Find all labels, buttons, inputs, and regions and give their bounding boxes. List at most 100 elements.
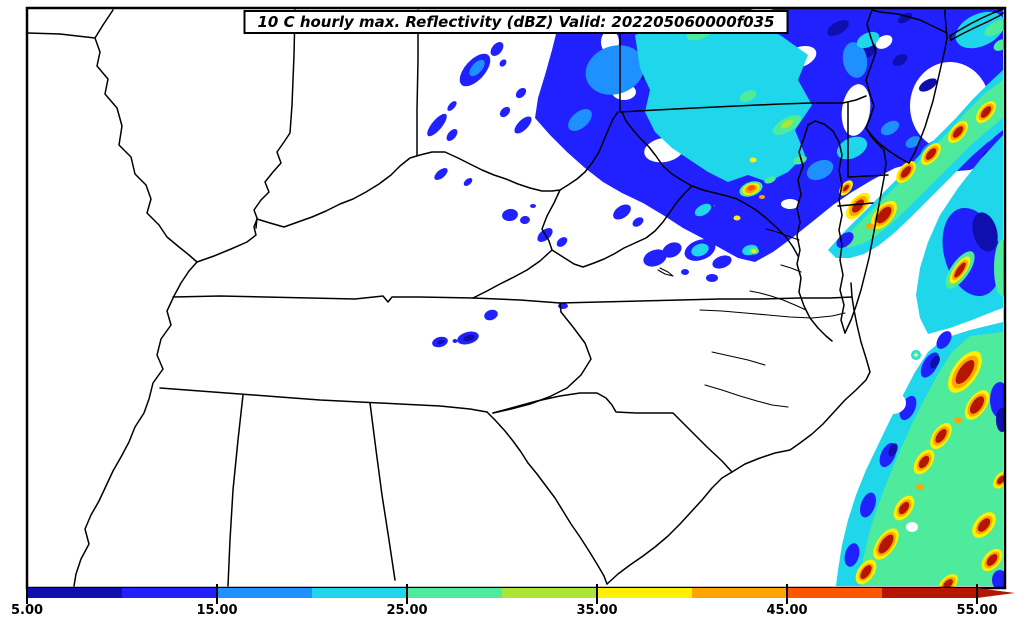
precip-blob bbox=[897, 12, 913, 24]
precip-blob bbox=[875, 35, 893, 49]
precip-blob bbox=[585, 45, 645, 95]
precip-blob bbox=[806, 159, 834, 181]
boundary-line bbox=[416, 9, 419, 156]
plot-title: 10 C hourly max. Reflectivity (dBZ) Vali… bbox=[243, 10, 789, 34]
boundary-line bbox=[606, 471, 733, 585]
precip-blob bbox=[954, 417, 962, 423]
precip-blob bbox=[843, 184, 849, 192]
colorbar-overflow-arrow bbox=[977, 588, 1015, 598]
boundary-line bbox=[621, 111, 693, 187]
precip-blob bbox=[469, 59, 485, 77]
boundary-line bbox=[871, 9, 948, 34]
colorbar-segment-45-50dBZ bbox=[787, 588, 882, 598]
colorbar-tick bbox=[406, 584, 408, 604]
precip-blob bbox=[992, 570, 1004, 587]
precip-blob bbox=[446, 129, 458, 141]
precip-blob bbox=[520, 215, 530, 225]
precip-blob bbox=[827, 20, 849, 36]
precip-blob bbox=[759, 195, 765, 199]
precip-blob bbox=[984, 19, 1004, 37]
precip-blob bbox=[955, 360, 975, 384]
precip-blob bbox=[900, 166, 912, 178]
precip-blob bbox=[751, 249, 757, 253]
colorbar bbox=[27, 588, 977, 598]
boundary-line bbox=[780, 264, 802, 273]
precip-blob bbox=[694, 203, 712, 217]
boundary-line bbox=[908, 37, 948, 164]
precip-blob bbox=[484, 309, 498, 321]
boundary-line bbox=[837, 202, 874, 207]
precip-blob bbox=[880, 120, 900, 136]
boundary-line bbox=[551, 185, 693, 268]
boundary-line bbox=[159, 387, 488, 413]
precip-blob bbox=[733, 215, 741, 221]
colorbar-segment-25-30dBZ bbox=[407, 588, 502, 598]
colorbar-segment-40-45dBZ bbox=[692, 588, 787, 598]
precip-blob bbox=[706, 274, 718, 282]
precipitation-layer bbox=[427, 9, 1004, 587]
boundary-line bbox=[492, 311, 592, 414]
colorbar-tick-label: 35.00 bbox=[576, 603, 618, 618]
precip-blob bbox=[747, 185, 755, 191]
precip-blob bbox=[568, 109, 592, 131]
precip-blob bbox=[936, 331, 952, 349]
precip-blob bbox=[986, 554, 998, 566]
boundary-line bbox=[657, 267, 674, 277]
colorbar-tick-label: 15.00 bbox=[196, 603, 238, 618]
precip-blob bbox=[918, 78, 938, 92]
boundary-line bbox=[227, 394, 244, 587]
boundary-line bbox=[844, 149, 887, 334]
boundary-line bbox=[704, 384, 789, 408]
precip-blob bbox=[918, 455, 930, 469]
precip-blob bbox=[866, 223, 874, 229]
precip-blob bbox=[977, 518, 991, 532]
precip-blob bbox=[635, 20, 812, 182]
precip-blob bbox=[969, 396, 985, 414]
boundary-line bbox=[865, 9, 877, 129]
precip-blob bbox=[888, 443, 898, 457]
boundary-line bbox=[172, 295, 853, 304]
precip-blob bbox=[842, 42, 868, 78]
precip-blob bbox=[860, 492, 876, 518]
precip-blob bbox=[556, 237, 568, 247]
precip-blob bbox=[905, 136, 921, 148]
boundary-line bbox=[691, 185, 799, 257]
boundary-line bbox=[749, 290, 807, 311]
precip-blob bbox=[662, 242, 682, 258]
precip-blob bbox=[952, 126, 964, 138]
boundary-line bbox=[28, 32, 96, 39]
boundary-line bbox=[559, 302, 562, 313]
boundary-line bbox=[731, 282, 871, 473]
precip-blob bbox=[930, 355, 940, 369]
precip-blob bbox=[739, 90, 757, 102]
colorbar-tick bbox=[596, 584, 598, 604]
precip-blob bbox=[681, 269, 689, 275]
precip-blob bbox=[996, 408, 1004, 432]
state-boundaries bbox=[28, 9, 1004, 587]
precip-blob bbox=[463, 334, 475, 342]
boundary-line bbox=[765, 228, 800, 241]
boundary-line bbox=[847, 102, 889, 178]
colorbar-segment-50-55dBZ bbox=[882, 588, 977, 598]
precip-blob bbox=[892, 54, 908, 66]
colorbar-tick-label: 45.00 bbox=[766, 603, 808, 618]
precip-blob bbox=[514, 116, 532, 134]
precip-blob bbox=[613, 204, 631, 220]
boundary-line bbox=[699, 309, 846, 319]
boundary-line bbox=[950, 12, 1004, 41]
precip-blob bbox=[844, 543, 860, 567]
precip-blob bbox=[994, 240, 1004, 296]
boundary-line bbox=[369, 402, 396, 581]
precip-blob bbox=[427, 113, 447, 137]
colorbar-segment-30-35dBZ bbox=[502, 588, 597, 598]
colorbar-tick bbox=[976, 584, 978, 604]
precip-blob bbox=[691, 243, 709, 257]
precip-blob bbox=[943, 579, 953, 587]
precip-blob bbox=[914, 353, 918, 357]
boundary-line bbox=[711, 351, 766, 366]
precip-blob bbox=[485, 312, 491, 316]
precip-blob bbox=[916, 484, 924, 490]
colorbar-tick bbox=[786, 584, 788, 604]
precip-blob bbox=[447, 101, 457, 111]
